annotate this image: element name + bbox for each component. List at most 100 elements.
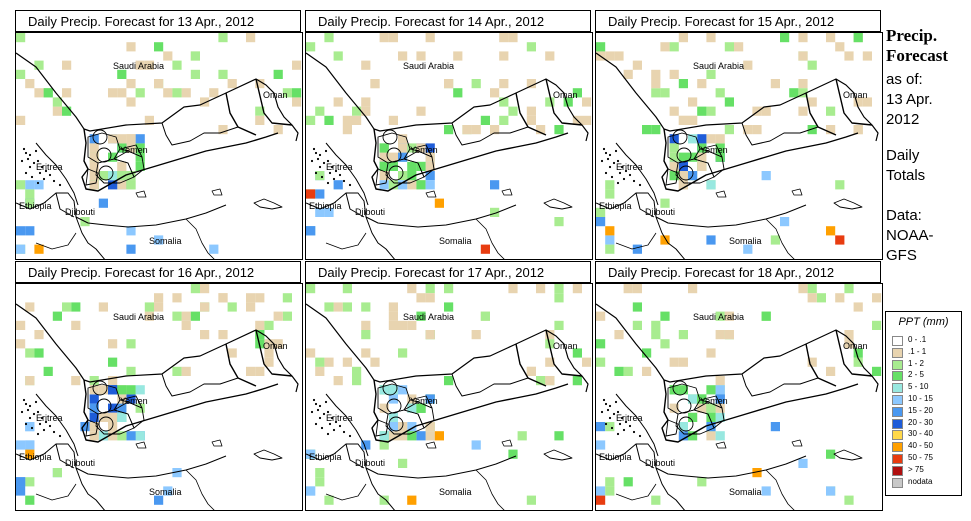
precip-cell — [200, 302, 210, 312]
precip-cell — [669, 42, 679, 52]
precip-cell — [144, 302, 154, 312]
precip-cell — [209, 244, 219, 254]
country-label: Saudi Arabia — [113, 61, 164, 71]
precip-cell — [255, 293, 265, 303]
island-dot — [22, 398, 26, 402]
precip-cell — [282, 88, 292, 98]
precip-cell — [425, 431, 435, 441]
island-dot — [628, 173, 632, 177]
precip-cell — [388, 152, 398, 162]
precip-cell — [554, 320, 564, 330]
country-label: Ethiopia — [599, 201, 632, 211]
forecast-map: Saudi Arabia Oman Yemen Eritrea Ethiopia Djib… — [595, 32, 883, 260]
precip-cell — [642, 348, 652, 358]
precip-cell — [379, 403, 389, 413]
boundary-line — [85, 419, 99, 437]
island-dot — [342, 430, 346, 434]
precip-cell — [715, 330, 725, 340]
precip-cell — [352, 366, 362, 376]
precip-cell — [282, 311, 292, 321]
precip-cell — [669, 143, 679, 153]
precip-cell — [52, 311, 62, 321]
precip-cell — [34, 180, 44, 190]
precip-cell — [789, 88, 799, 98]
precip-cell — [697, 477, 707, 487]
island-dot — [310, 410, 314, 414]
boundary-line — [135, 190, 147, 198]
boundary-line — [35, 393, 79, 457]
precip-cell — [706, 134, 716, 144]
precip-cell — [596, 486, 606, 496]
precip-cell — [572, 376, 582, 386]
island-dot — [348, 183, 352, 187]
precip-cell — [416, 51, 426, 61]
legend-swatch — [892, 430, 903, 441]
precip-cell — [826, 226, 836, 236]
precip-cell — [545, 97, 555, 107]
country-label: Somalia — [439, 236, 472, 246]
precip-cell — [752, 106, 762, 116]
boundary-line — [699, 395, 723, 409]
country-label: Somalia — [149, 487, 182, 497]
precip-cell — [416, 403, 426, 413]
precip-cell — [342, 357, 352, 367]
precip-cell — [306, 348, 316, 358]
precip-cell — [545, 330, 555, 340]
precip-cell — [582, 97, 592, 107]
precip-cell — [333, 51, 343, 61]
precip-cell — [154, 293, 164, 303]
island-dot — [24, 151, 28, 155]
precip-cell — [407, 495, 417, 505]
forecast-panel-5: Daily Precip. Forecast for 17 Apr., 2012… — [305, 261, 593, 511]
precip-cell — [835, 180, 845, 190]
precip-cell — [844, 284, 854, 294]
island-dot — [316, 157, 320, 161]
precip-cell — [444, 79, 454, 89]
precip-cell — [71, 320, 81, 330]
precip-cell — [200, 284, 210, 294]
precip-cell — [826, 33, 836, 43]
precip-cell — [25, 449, 35, 459]
island-dot — [24, 422, 28, 426]
precip-cell — [315, 189, 325, 199]
precip-cell — [315, 477, 325, 487]
precip-cell — [651, 79, 661, 89]
boundary-line — [365, 467, 395, 510]
data-source-line3: GFS — [886, 247, 917, 264]
precip-cell — [706, 431, 716, 441]
precip-cell — [306, 449, 316, 459]
precip-cell — [342, 125, 352, 135]
country-label: Somalia — [729, 487, 762, 497]
precip-cell — [163, 486, 173, 496]
precip-cell — [688, 152, 698, 162]
precip-cell — [218, 69, 228, 79]
country-label: Ethiopia — [309, 452, 342, 462]
precip-cell — [154, 235, 164, 245]
precip-cell — [126, 394, 136, 404]
precip-cell — [425, 330, 435, 340]
precip-cell — [379, 161, 389, 171]
precip-cell — [715, 376, 725, 386]
precip-cell — [190, 51, 200, 61]
island-dot — [28, 404, 32, 408]
boundary-line — [715, 190, 727, 198]
boundary-line — [119, 395, 143, 409]
boundary-line — [87, 383, 121, 415]
city-marker — [382, 129, 398, 145]
boundary-line — [16, 443, 227, 479]
precip-cell — [425, 33, 435, 43]
precip-cell — [872, 293, 882, 303]
precip-cell — [807, 97, 817, 107]
precip-cell — [706, 422, 716, 432]
boundary-line — [87, 132, 121, 164]
precip-cell — [388, 422, 398, 432]
forecast-panel-1: Daily Precip. Forecast for 13 Apr., 2012… — [15, 10, 303, 260]
precip-cell — [379, 33, 389, 43]
island-dot — [32, 412, 36, 416]
boundary-line — [665, 419, 679, 437]
precip-cell — [108, 88, 118, 98]
precip-cell — [669, 134, 679, 144]
island-dot — [28, 416, 32, 420]
precip-cell — [651, 330, 661, 340]
as-of-label: as of: — [886, 71, 923, 88]
